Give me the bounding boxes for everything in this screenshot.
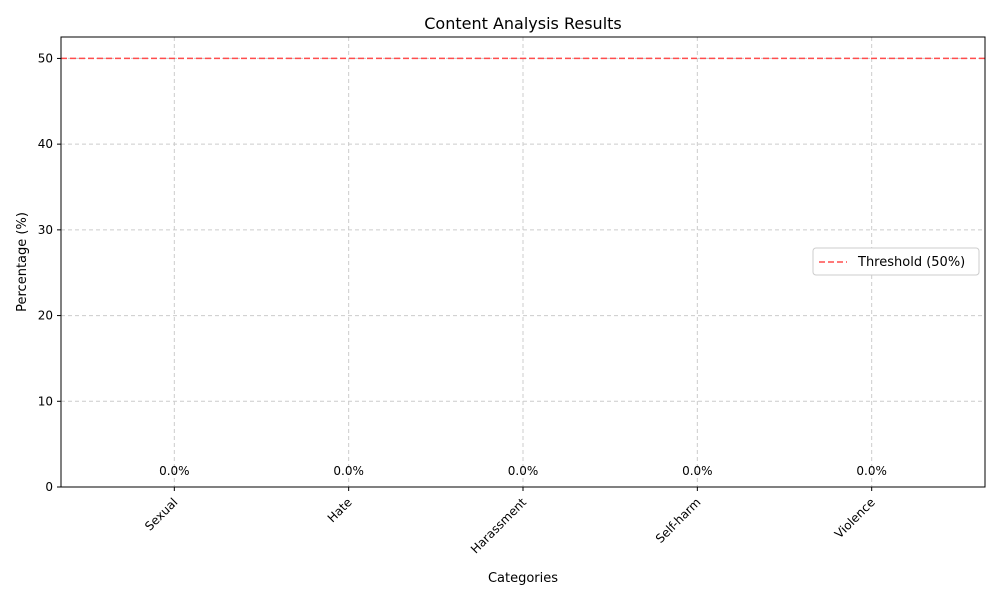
bar-value-label: 0.0% (682, 464, 713, 478)
x-axis-label: Categories (488, 571, 558, 586)
y-tick-label: 50 (38, 51, 53, 65)
chart-title: Content Analysis Results (424, 14, 622, 33)
bar-value-label: 0.0% (333, 464, 364, 478)
legend-box (812, 247, 980, 276)
legend: Threshold (50%) (812, 247, 980, 276)
legend-threshold-label: Threshold (50%) (857, 255, 965, 270)
bar-value-label: 0.0% (508, 464, 539, 478)
value-labels: 0.0% 0.0% 0.0% 0.0% 0.0% (159, 464, 887, 478)
y-axis-ticks: 0 10 20 30 40 50 (38, 51, 61, 494)
y-tick-label: 40 (38, 137, 53, 151)
y-tick-label: 0 (45, 480, 53, 494)
bar-value-label: 0.0% (856, 464, 887, 478)
y-tick-label: 10 (38, 394, 53, 408)
y-tick-label: 30 (38, 223, 53, 237)
bar-value-label: 0.0% (159, 464, 190, 478)
y-axis-label: Percentage (%) (15, 212, 30, 312)
y-tick-label: 20 (38, 309, 53, 323)
